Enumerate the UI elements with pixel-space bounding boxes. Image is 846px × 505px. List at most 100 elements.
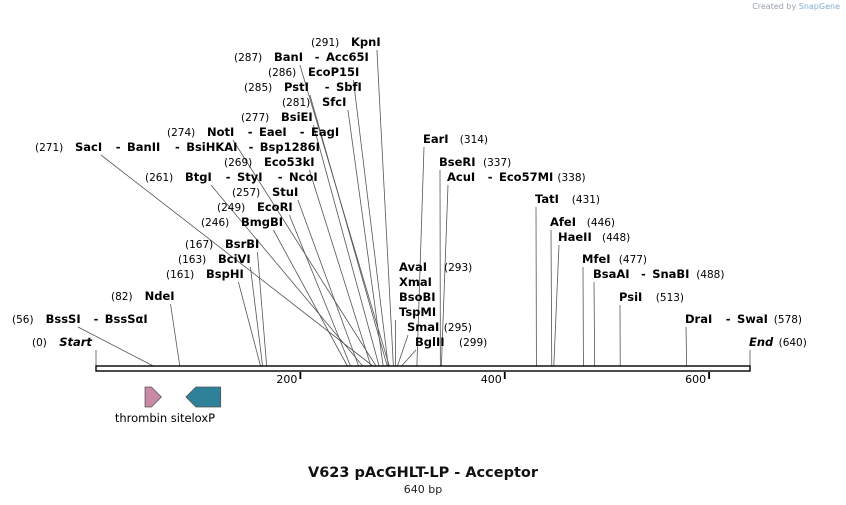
site-name[interactable]: EaeI — [259, 125, 287, 139]
site-name[interactable]: Start — [59, 335, 92, 349]
feature-arrow[interactable] — [185, 386, 222, 408]
site-mfei[interactable]: MfeI (477) — [582, 252, 647, 266]
site-name[interactable]: BspHI — [206, 267, 244, 281]
site-name[interactable]: HaeII — [558, 230, 592, 244]
feature-loxp[interactable]: loxP — [185, 386, 222, 425]
site-lines — [77, 49, 751, 367]
site-name[interactable]: BciVI — [218, 252, 251, 266]
site-name[interactable]: EagI — [311, 125, 339, 139]
site-end[interactable]: End (640) — [749, 335, 807, 349]
site-name[interactable]: BsoBI — [399, 290, 436, 304]
site-bsphi[interactable]: (161) BspHI — [166, 267, 244, 281]
tick-label: 200 — [276, 373, 297, 386]
site-name[interactable]: SfcI — [322, 95, 346, 109]
site-name[interactable]: AfeI — [550, 215, 576, 229]
site-name[interactable]: Acc65I — [326, 50, 369, 64]
site-name[interactable]: BmgBI — [241, 215, 283, 229]
site-name[interactable]: BsiEI — [281, 110, 313, 124]
site-line — [257, 251, 268, 367]
site-position: (513) — [656, 292, 684, 304]
site-name[interactable]: DraI — [685, 312, 712, 326]
site-name[interactable]: BsiHKAI — [186, 140, 237, 154]
site-bsaai-snabi[interactable]: BsaAI - SnaBI (488) — [593, 267, 724, 281]
site-position: (287) — [234, 52, 262, 64]
site-haeii[interactable]: HaeII (448) — [558, 230, 630, 244]
site-psti-sbfi[interactable]: (285) PstI - SbfI — [244, 80, 362, 94]
site-position: (448) — [602, 232, 630, 244]
backbone-bar — [95, 365, 751, 372]
site-name[interactable]: BanI — [274, 50, 303, 64]
site-name[interactable]: Bsp1286I — [260, 140, 320, 154]
site-name[interactable]: StyI — [237, 170, 263, 184]
site-name[interactable]: Eco53kI — [264, 155, 315, 169]
site-bsrbi[interactable]: (167) BsrBI — [185, 237, 259, 251]
site-line — [593, 281, 596, 367]
site-name[interactable]: BsaAI — [593, 267, 630, 281]
site-bseri[interactable]: BseRI (337) — [439, 155, 511, 169]
site-name[interactable]: NdeI — [145, 289, 175, 303]
site-eco53ki[interactable]: (269) Eco53kI — [224, 155, 315, 169]
site-start[interactable]: (0) Start — [32, 335, 92, 349]
site-name[interactable]: BssSI — [46, 312, 81, 326]
site-ndei[interactable]: (82) NdeI — [111, 289, 175, 303]
site-bmgbi[interactable]: (246) BmgBI — [201, 215, 283, 229]
site-saci-banii-bsihkai-bsp1286i[interactable]: (271) SacI - BanII - BsiHKAI - Bsp1286I — [35, 140, 320, 154]
site-name[interactable]: SacI — [75, 140, 102, 154]
site-bsssi-bsss-i[interactable]: (56) BssSI - BssSαI — [12, 312, 148, 326]
feature-arrow[interactable] — [144, 386, 162, 408]
site-bsiei[interactable]: (277) BsiEI — [241, 110, 313, 124]
site-kpni[interactable]: (291) KpnI — [311, 35, 381, 49]
site-name[interactable]: AcuI — [447, 170, 475, 184]
site-name[interactable]: StuI — [272, 185, 298, 199]
site-eari[interactable]: EarI (314) — [423, 132, 488, 146]
site-btgi-styi-ncoi[interactable]: (261) BtgI - StyI - NcoI — [145, 170, 318, 184]
site-name[interactable]: EcoRI — [257, 200, 293, 214]
feature-thrombin-site[interactable]: thrombin site — [115, 386, 192, 425]
site-name[interactable]: BseRI — [439, 155, 476, 169]
site-separator: - — [278, 170, 283, 184]
site-name[interactable]: Eco57MI — [499, 170, 553, 184]
site-name[interactable]: TatI — [535, 192, 559, 206]
site-name[interactable]: XmaI — [399, 275, 432, 289]
site-position: (285) — [244, 82, 272, 94]
site-name[interactable]: BssSαI — [105, 312, 148, 326]
site-name[interactable]: SnaBI — [652, 267, 689, 281]
site-name[interactable]: PstI — [284, 80, 309, 94]
site-acui-eco57mi[interactable]: AcuI - Eco57MI (338) — [447, 170, 586, 184]
site-bcivi[interactable]: (163) BciVI — [178, 252, 251, 266]
site-stui[interactable]: (257) StuI — [232, 185, 298, 199]
site-ecori[interactable]: (249) EcoRI — [217, 200, 293, 214]
site-name[interactable]: BanII — [127, 140, 160, 154]
site-drai-swai[interactable]: DraI - SwaI (578) — [685, 312, 802, 326]
site-name[interactable]: AvaI — [399, 260, 427, 274]
site-afei[interactable]: AfeI (446) — [550, 215, 615, 229]
site-name[interactable]: NotI — [207, 125, 234, 139]
site-name[interactable]: BsrBI — [225, 237, 259, 251]
site-noti-eaei-eagi[interactable]: (274) NotI - EaeI - EagI — [167, 125, 339, 139]
site-bglii[interactable]: BglII (299) — [415, 335, 487, 349]
site-name[interactable]: BtgI — [185, 170, 212, 184]
site-name[interactable]: BglII — [415, 335, 445, 349]
site-name[interactable]: SbfI — [336, 80, 362, 94]
site-name[interactable]: EcoP15I — [308, 65, 359, 79]
snapgene-logo: SnapGene — [798, 2, 840, 11]
site-name[interactable]: SwaI — [737, 312, 768, 326]
site-ecop15i[interactable]: (286) EcoP15I — [268, 65, 359, 79]
site-name[interactable]: MfeI — [582, 252, 611, 266]
site-name[interactable]: EarI — [423, 132, 449, 146]
site-name[interactable]: NcoI — [289, 170, 318, 184]
site-psii[interactable]: PsiI (513) — [619, 290, 684, 304]
site-sfci[interactable]: (281) SfcI — [282, 95, 346, 109]
site-name[interactable]: PsiI — [619, 290, 642, 304]
site-smai[interactable]: SmaI (295) — [407, 320, 472, 334]
site-name[interactable]: End — [749, 335, 774, 349]
site-position: (299) — [459, 337, 487, 349]
site-line — [550, 229, 553, 367]
site-tati[interactable]: TatI (431) — [535, 192, 600, 206]
site-name[interactable]: SmaI — [407, 320, 439, 334]
site-name[interactable]: TspMI — [399, 305, 436, 319]
site-position: (477) — [619, 254, 647, 266]
site-bani-acc65i[interactable]: (287) BanI - Acc65I — [234, 50, 369, 64]
site-name[interactable]: KpnI — [351, 35, 381, 49]
